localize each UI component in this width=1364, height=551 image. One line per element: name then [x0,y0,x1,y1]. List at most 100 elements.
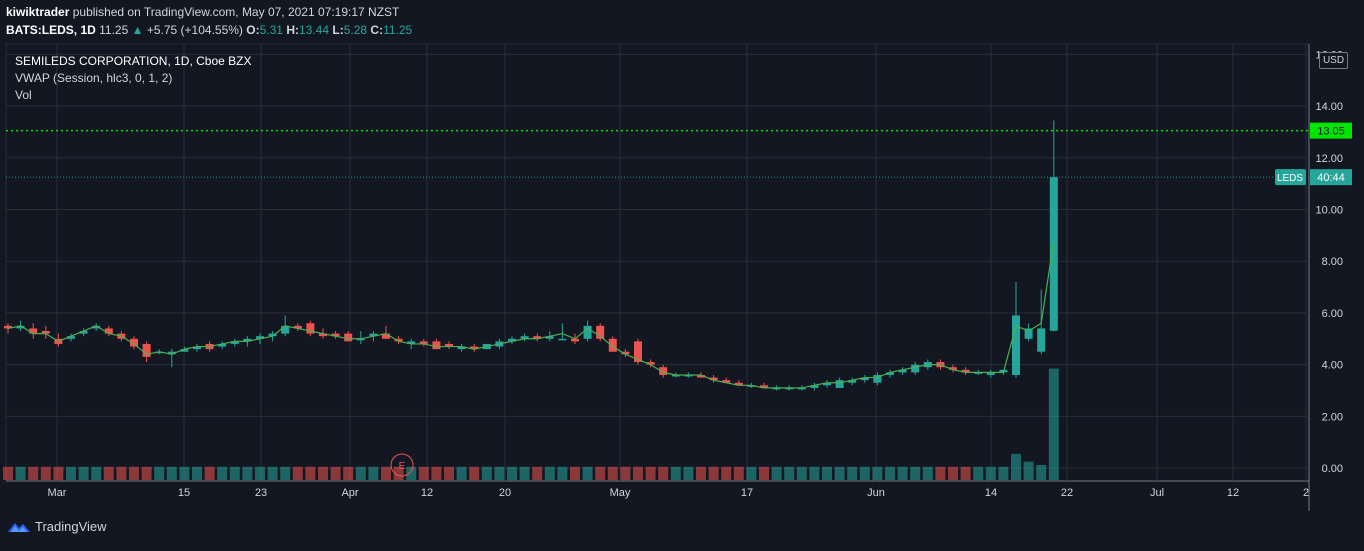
candle-body [949,367,957,370]
plot-border [5,43,1310,482]
candle-body [356,338,365,341]
high-value: 13.44 [299,23,330,37]
volume-bar [192,466,202,481]
volume-bar [519,466,530,481]
volume-bar [759,466,769,481]
volume-bar [960,466,971,481]
y-tick-label: 2.00 [1322,411,1343,423]
volume-bar [1036,464,1047,481]
candle-body [671,374,680,377]
candle-body [545,336,554,339]
volume-bar [910,466,921,481]
volume-bar [809,466,820,481]
candle-body [432,341,441,350]
candle-body [621,351,630,355]
low-value: 5.28 [343,23,368,37]
candle-body [986,372,995,375]
y-tick-label: 6.00 [1322,308,1343,320]
candle-body [697,374,705,378]
symbol-badge-label: LEDS [1277,173,1303,184]
candle-body [407,341,416,344]
volume-bar [141,466,152,481]
last-price-badge [1310,169,1352,186]
candle-body [130,338,138,347]
candle-body [1012,315,1020,375]
candle-body [281,325,290,334]
candle-body [760,385,768,388]
symbol-label: BATS:LEDS, 1D [6,23,96,37]
volume-bar [620,466,631,481]
volume-bar [292,466,303,481]
earnings-marker-icon [390,453,414,477]
candle-body [596,325,605,339]
candle-body [835,380,844,388]
author-name[interactable]: kiwiktrader [6,5,70,19]
candle-body [684,374,693,377]
x-tick-label: 20 [499,487,511,499]
volume-bar [796,466,807,481]
candle-body [293,325,302,329]
candle-body [571,338,579,342]
x-tick-label: Jul [1150,487,1164,499]
volume-bar [872,466,883,481]
publish-text: published on TradingView.com, May 07, 20… [72,5,400,19]
volume-bar [179,466,190,481]
volume-bar [406,466,417,481]
volume-bar [570,466,580,481]
x-tick-label: May [610,487,631,499]
volume-bar [103,466,114,481]
x-tick-label: 17 [741,487,753,499]
chart-legend: SEMILEDS CORPORATION, 1D, Cboe BZX VWAP … [15,53,252,104]
volume-bar [922,466,933,481]
candle-body [873,374,882,383]
x-tick-label: 12 [421,487,433,499]
currency-button[interactable]: USD [1319,52,1348,69]
x-tick-label: 23 [255,487,267,499]
candle-body [419,341,428,344]
candle-body [92,325,101,329]
candle-body [898,369,907,373]
tradingview-logo-icon [8,522,30,532]
volume-bar [658,466,669,481]
volume-bar [469,466,480,481]
volume-bar [973,466,984,481]
volume-bar [683,466,694,481]
volume-bar [885,466,895,481]
candle-body [608,338,617,352]
vwap-line [7,240,1055,389]
candle-body [306,323,315,334]
candle-body [1024,328,1033,339]
volume-bar [670,466,681,481]
y-tick-label: 14.00 [1315,101,1343,113]
candle-body [772,387,781,390]
volume-bar [645,466,656,481]
legend-vwap[interactable]: VWAP (Session, hlc3, 0, 1, 2) [15,71,173,85]
volume-bar [381,466,391,481]
candle-body [243,338,252,342]
volume-bar [1011,453,1021,481]
volume-bar [78,466,89,481]
candle-body [104,328,113,334]
candle-body [709,377,718,381]
footer-branding[interactable]: TradingView [7,519,107,534]
volume-bar [948,466,958,481]
candle-body [583,325,592,339]
volume-bar [129,466,139,481]
x-tick-label: Jun [867,487,885,499]
volume-bar [204,466,215,481]
volume-bar [40,466,51,481]
change-value: +5.75 (+104.55%) [146,23,243,37]
candle-body [256,336,264,339]
candle-body [319,333,327,337]
volume-bar [544,466,555,481]
low-label: L: [332,23,344,37]
legend-volume[interactable]: Vol [15,88,32,102]
volume-bar [834,466,845,481]
y-tick-label: 12.00 [1315,153,1343,165]
volume-bar [330,466,341,481]
volume-bar [368,466,379,481]
legend-title[interactable]: SEMILEDS CORPORATION, 1D, Cboe BZX [15,54,252,68]
candle-body [193,346,201,350]
